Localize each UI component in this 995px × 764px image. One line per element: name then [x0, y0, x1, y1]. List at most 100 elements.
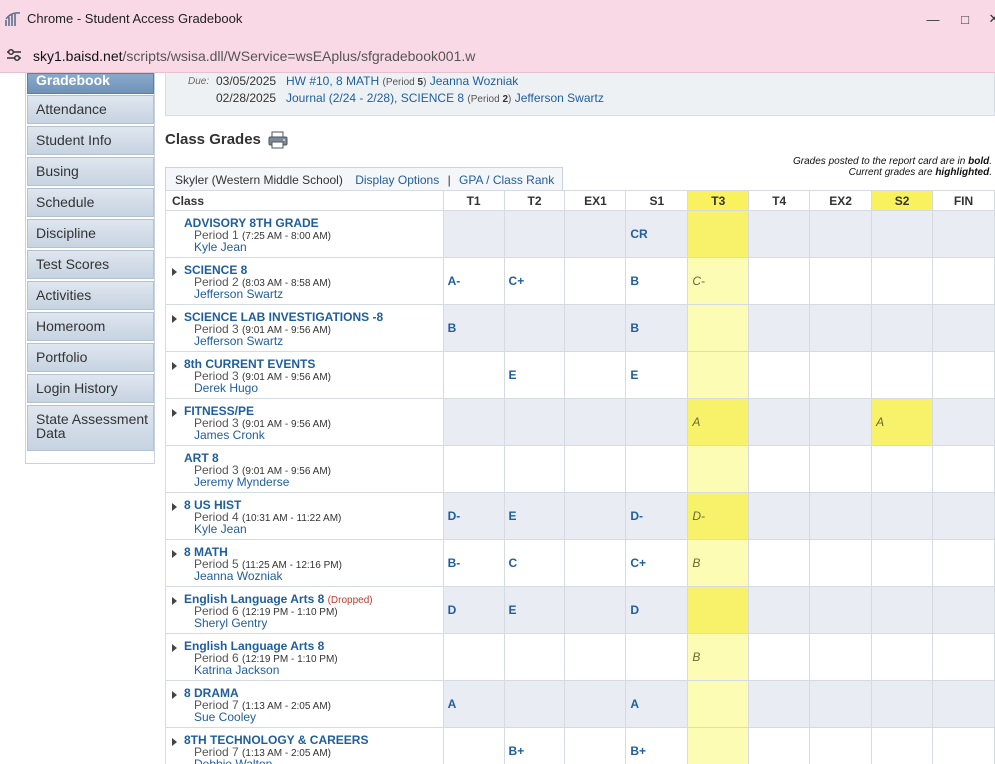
- class-row: FITNESS/PE Period 3 (9:01 AM - 9:56 AM) Ja…: [165, 398, 995, 446]
- grade-cell-ex1: [564, 210, 627, 258]
- teacher-link[interactable]: Derek Hugo: [194, 381, 259, 395]
- grade-cell-t2[interactable]: C+: [503, 257, 566, 305]
- grade-cell-t4: [748, 210, 811, 258]
- sidebar-item-activities[interactable]: Activities: [27, 281, 154, 310]
- grade-cell-t1[interactable]: B-: [442, 539, 505, 587]
- teacher-link[interactable]: Jeanna Wozniak: [429, 74, 519, 88]
- sidebar-item-gradebook[interactable]: Gradebook: [27, 73, 154, 94]
- expand-arrow-icon[interactable]: [172, 503, 177, 511]
- expand-arrow-icon[interactable]: [172, 738, 177, 746]
- grade-cell-t3[interactable]: B: [687, 633, 750, 681]
- site-settings-icon[interactable]: [6, 48, 22, 62]
- class-name[interactable]: 8 MATH: [184, 545, 228, 559]
- expand-arrow-icon[interactable]: [172, 315, 177, 323]
- grade-cell-ex2: [809, 398, 873, 446]
- close-button[interactable]: ✕: [988, 11, 995, 26]
- class-name[interactable]: ART 8: [184, 451, 219, 465]
- grade-cell-t2[interactable]: B+: [503, 727, 566, 764]
- assignment-link[interactable]: Journal (2/24 - 2/28), SCIENCE 8: [286, 91, 465, 105]
- printer-icon[interactable]: [267, 131, 289, 149]
- grade-cell-fin: [932, 210, 995, 258]
- teacher-link[interactable]: Debbie Walton: [194, 757, 273, 764]
- sidebar-item-portfolio[interactable]: Portfolio: [27, 343, 154, 372]
- grade-cell-s1[interactable]: B+: [625, 727, 689, 764]
- grade-cell-t3[interactable]: D-: [687, 492, 750, 540]
- expand-arrow-icon[interactable]: [172, 550, 177, 558]
- teacher-link[interactable]: James Cronk: [194, 428, 265, 442]
- maximize-button[interactable]: □: [961, 11, 969, 27]
- class-name[interactable]: English Language Arts 8 (Dropped): [184, 592, 373, 606]
- sidebar-item-homeroom[interactable]: Homeroom: [27, 312, 154, 341]
- sidebar-item-student-info[interactable]: Student Info: [27, 126, 154, 155]
- sidebar-item-schedule[interactable]: Schedule: [27, 188, 154, 217]
- teacher-link[interactable]: Kyle Jean: [194, 522, 247, 536]
- class-info: English Language Arts 8 Period 6 (12:19 P…: [165, 633, 444, 681]
- class-name[interactable]: 8 US HIST: [184, 498, 242, 512]
- teacher-link[interactable]: Jefferson Swartz: [194, 334, 284, 348]
- grade-cell-s1[interactable]: C+: [625, 539, 689, 587]
- expand-arrow-icon[interactable]: [172, 362, 177, 370]
- grade-cell-t3[interactable]: C-: [687, 257, 750, 305]
- teacher-link[interactable]: Jeanna Wozniak: [194, 569, 283, 583]
- expand-arrow-icon[interactable]: [172, 268, 177, 276]
- url-path: /scripts/wsisa.dll/WService=wsEAplus/sfg…: [122, 48, 476, 64]
- sidebar-item-attendance[interactable]: Attendance: [27, 95, 154, 124]
- teacher-link[interactable]: Jefferson Swartz: [194, 287, 284, 301]
- url-text[interactable]: sky1.baisd.net/scripts/wsisa.dll/WServic…: [33, 48, 475, 64]
- teacher-link[interactable]: Sue Cooley: [194, 710, 257, 724]
- grade-cell-t2[interactable]: C: [503, 539, 566, 587]
- grade-cell-t2: [503, 445, 566, 493]
- grade-cell-t1[interactable]: D: [442, 586, 505, 634]
- class-info: 8TH TECHNOLOGY & CAREERS Period 7 (1:13 A…: [165, 727, 444, 764]
- grade-cell-s1[interactable]: D: [625, 586, 689, 634]
- grade-cell-t2[interactable]: E: [503, 586, 566, 634]
- class-period: Period 7 (1:13 AM - 2:05 AM): [194, 745, 331, 759]
- class-name[interactable]: SCIENCE LAB INVESTIGATIONS -8: [184, 310, 384, 324]
- class-name[interactable]: English Language Arts 8: [184, 639, 325, 653]
- sidebar-item-test-scores[interactable]: Test Scores: [27, 250, 154, 279]
- grade-cell-t1[interactable]: A-: [442, 257, 505, 305]
- sidebar-item-login-history[interactable]: Login History: [27, 374, 154, 403]
- due-assignments: Due: 03/05/2025 HW #10, 8 MATH (Period 5) …: [165, 73, 995, 116]
- grade-cell-t1[interactable]: D-: [442, 492, 505, 540]
- class-name[interactable]: SCIENCE 8: [184, 263, 248, 277]
- grade-cell-s1[interactable]: B: [625, 257, 689, 305]
- grade-cell-t3[interactable]: A: [687, 398, 750, 446]
- grade-cell-s1[interactable]: A: [625, 680, 689, 728]
- sidebar-item-discipline[interactable]: Discipline: [27, 219, 154, 248]
- grade-cell-s1[interactable]: CR: [625, 210, 689, 258]
- teacher-link[interactable]: Kyle Jean: [194, 240, 247, 254]
- teacher-link[interactable]: Sheryl Gentry: [194, 616, 268, 630]
- expand-arrow-icon[interactable]: [172, 691, 177, 699]
- expand-arrow-icon[interactable]: [172, 644, 177, 652]
- assignment-link[interactable]: HW #10, 8 MATH: [286, 74, 380, 88]
- class-name[interactable]: FITNESS/PE: [184, 404, 255, 418]
- grade-cell-s2[interactable]: A: [871, 398, 934, 446]
- grade-cell-t1[interactable]: B: [442, 304, 505, 352]
- class-name[interactable]: 8TH TECHNOLOGY & CAREERS: [184, 733, 369, 747]
- grade-cell-s1[interactable]: D-: [625, 492, 689, 540]
- grade-cell-s1[interactable]: B: [625, 304, 689, 352]
- minimize-button[interactable]: —: [926, 11, 940, 27]
- display-options-link[interactable]: Display Options: [355, 173, 440, 187]
- class-name[interactable]: 8 DRAMA: [184, 686, 239, 700]
- teacher-link[interactable]: Katrina Jackson: [194, 663, 280, 677]
- class-name[interactable]: 8th CURRENT EVENTS: [184, 357, 316, 371]
- gpa-class-rank-link[interactable]: GPA / Class Rank: [459, 173, 555, 187]
- expand-arrow-icon[interactable]: [172, 409, 177, 417]
- grade-cell-s2: [871, 351, 934, 399]
- grade-cell-t2[interactable]: E: [503, 351, 566, 399]
- sidebar-item-busing[interactable]: Busing: [27, 157, 154, 186]
- teacher-link[interactable]: Jefferson Swartz: [514, 91, 604, 105]
- grade-cell-s2: [871, 586, 934, 634]
- teacher-link[interactable]: Jeremy Mynderse: [194, 475, 290, 489]
- class-name[interactable]: ADVISORY 8TH GRADE: [184, 216, 319, 230]
- grade-cell-t3[interactable]: B: [687, 539, 750, 587]
- address-bar[interactable]: sky1.baisd.net/scripts/wsisa.dll/WServic…: [0, 38, 995, 73]
- expand-arrow-icon[interactable]: [172, 597, 177, 605]
- column-header-t1: T1: [442, 190, 505, 211]
- sidebar-item-state-assessment-data[interactable]: State Assessment Data: [27, 405, 154, 451]
- grade-cell-t2[interactable]: E: [503, 492, 566, 540]
- grade-cell-s1[interactable]: E: [625, 351, 689, 399]
- grade-cell-t1[interactable]: A: [442, 680, 505, 728]
